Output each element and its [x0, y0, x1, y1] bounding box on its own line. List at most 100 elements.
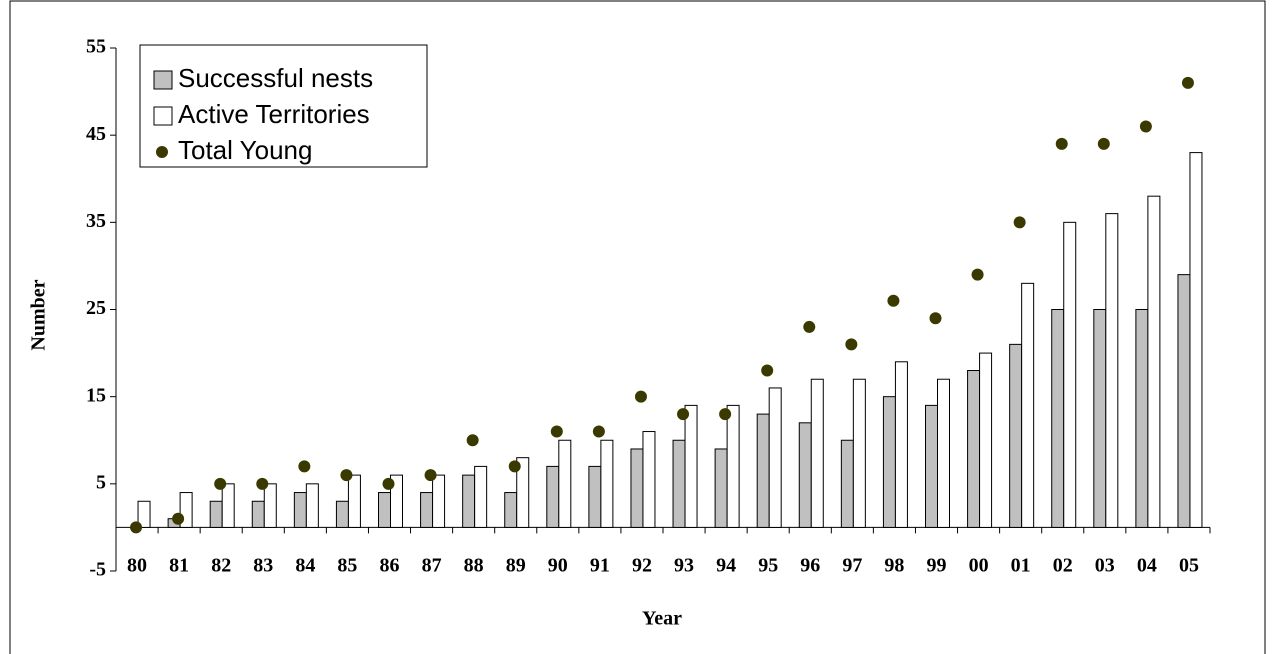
y-axis-label: Number: [28, 279, 50, 350]
point: [1097, 137, 1110, 150]
legend-label: Successful nests: [178, 63, 373, 93]
bar: [894, 361, 908, 528]
legend-swatch: [156, 146, 168, 158]
x-tick-label: 90: [548, 555, 568, 577]
x-axis-label: Year: [642, 608, 682, 630]
bar: [600, 439, 614, 528]
bar: [979, 352, 993, 528]
point: [256, 477, 269, 490]
point: [172, 512, 185, 525]
point: [592, 425, 605, 438]
point: [508, 460, 521, 473]
x-tick-label: 02: [1053, 555, 1073, 577]
point: [971, 268, 984, 281]
bar: [546, 465, 560, 528]
bar: [937, 378, 950, 528]
bar: [558, 439, 572, 528]
x-tick-label: 93: [674, 555, 694, 577]
bar: [432, 474, 446, 528]
legend-label: Active Territories: [178, 99, 370, 129]
y-tick-label: 35: [86, 210, 106, 232]
bar: [347, 474, 361, 528]
x-tick-label: 03: [1095, 555, 1115, 577]
bar: [137, 500, 151, 528]
x-tick-label: 01: [1011, 555, 1031, 577]
x-tick-label: 96: [800, 555, 820, 577]
x-tick-label: 84: [295, 555, 315, 577]
x-tick-label: 04: [1137, 555, 1157, 577]
x-tick-label: 82: [211, 555, 231, 577]
bar: [1009, 343, 1023, 528]
bar: [1093, 309, 1107, 528]
point: [1181, 76, 1194, 89]
legend-swatch: [153, 106, 173, 126]
point: [719, 408, 732, 421]
bar: [420, 492, 434, 528]
bar: [1177, 274, 1191, 528]
bar: [293, 492, 307, 528]
bar: [768, 387, 782, 528]
bar: [1021, 282, 1035, 528]
point: [1139, 120, 1152, 133]
bar: [925, 404, 938, 528]
bar: [684, 404, 698, 528]
point: [1013, 216, 1026, 229]
bar: [1147, 195, 1161, 528]
x-tick-label: 86: [380, 555, 400, 577]
point: [634, 390, 647, 403]
bar: [209, 500, 223, 528]
x-tick-label: 95: [758, 555, 778, 577]
y-tick-label: 15: [86, 384, 106, 406]
bar: [882, 396, 896, 528]
point: [298, 460, 311, 473]
chart-border: [9, 0, 1266, 654]
bar: [1051, 309, 1065, 528]
bar: [967, 370, 981, 528]
x-tick-label: 83: [253, 555, 273, 577]
point: [382, 477, 395, 490]
bar: [840, 439, 854, 528]
x-tick-label: 85: [337, 555, 357, 577]
x-tick-label: 99: [927, 555, 947, 577]
y-tick-label: -5: [89, 559, 106, 581]
point: [424, 469, 437, 482]
point: [1055, 137, 1068, 150]
x-tick-label: 87: [422, 555, 442, 577]
point: [340, 469, 353, 482]
bar: [714, 448, 728, 528]
bar: [798, 422, 812, 528]
bar: [516, 457, 530, 528]
bar: [305, 483, 319, 528]
y-tick-label: 55: [86, 36, 106, 58]
bar: [378, 492, 391, 528]
bar: [390, 474, 403, 528]
bar: [588, 465, 602, 528]
x-tick-label: 89: [506, 555, 526, 577]
bar: [504, 492, 518, 528]
point: [887, 294, 900, 307]
bar: [726, 404, 740, 528]
bar: [756, 413, 770, 528]
y-tick-label: 25: [86, 297, 106, 319]
x-tick-label: 81: [169, 555, 189, 577]
x-tick-label: 97: [842, 555, 862, 577]
point: [677, 408, 690, 421]
x-tick-label: 92: [632, 555, 652, 577]
y-tick-label: 5: [96, 471, 106, 493]
point: [214, 477, 227, 490]
x-tick-label: 91: [590, 555, 610, 577]
bar: [810, 378, 824, 528]
bar: [335, 500, 349, 528]
bar: [672, 439, 686, 528]
point: [803, 320, 816, 333]
bar: [263, 483, 277, 528]
bar: [462, 474, 476, 528]
bar: [1189, 152, 1203, 528]
x-tick-label: 94: [716, 555, 736, 577]
legend-swatch: [153, 70, 173, 90]
point: [761, 364, 774, 377]
legend-box: [139, 44, 428, 168]
x-tick-label: 00: [969, 555, 989, 577]
bar: [1063, 221, 1077, 528]
